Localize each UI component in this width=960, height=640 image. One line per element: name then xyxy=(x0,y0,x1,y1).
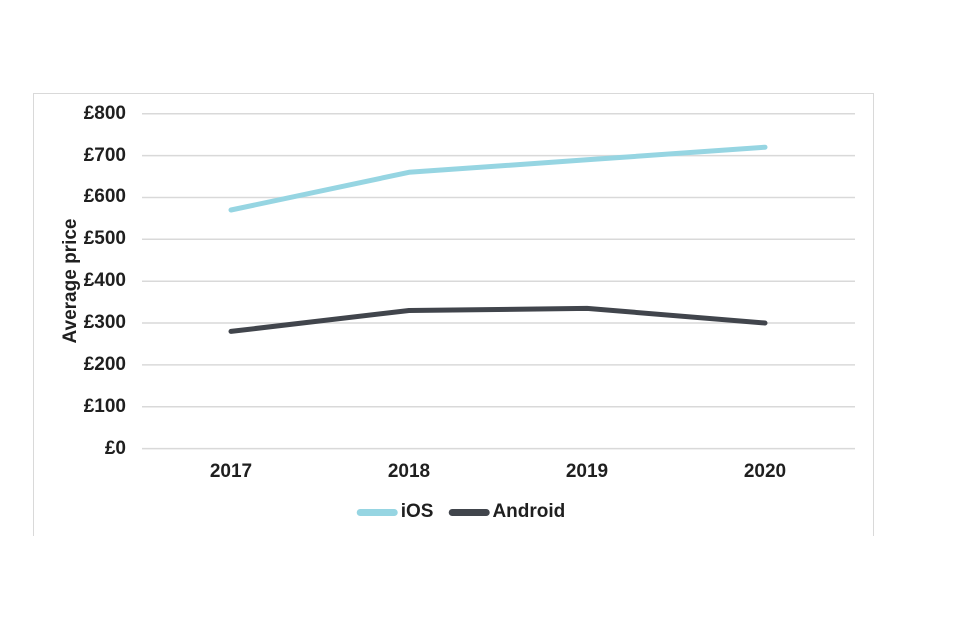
y-tick-label: £600 xyxy=(83,186,126,208)
series-line-android xyxy=(228,305,768,334)
y-tick-label: £100 xyxy=(83,395,126,417)
chart-frame xyxy=(33,93,874,536)
x-tick-label: 2017 xyxy=(209,461,253,482)
y-tick-label: £700 xyxy=(83,144,126,166)
gridlines xyxy=(142,112,855,450)
y-tick-label: £400 xyxy=(83,270,126,292)
android-line-swatch xyxy=(448,508,490,516)
series-lines xyxy=(228,144,768,334)
x-tick-label: 2018 xyxy=(387,461,431,482)
y-tick-label: £800 xyxy=(83,102,126,124)
legend-label: Android xyxy=(492,501,566,522)
chart-legend: iOS Android xyxy=(356,501,565,523)
y-tick-label: £500 xyxy=(83,228,126,250)
x-tick-label: 2020 xyxy=(743,461,787,482)
legend-item-ios: iOS xyxy=(356,501,434,523)
y-tick-label: £200 xyxy=(83,353,126,375)
y-tick-label: £300 xyxy=(83,312,126,334)
legend-label: iOS xyxy=(400,501,434,522)
y-axis-title: Average price xyxy=(60,218,81,344)
ios-line-swatch xyxy=(356,508,398,516)
series-line-ios xyxy=(228,144,768,213)
legend-item-android: Android xyxy=(448,501,565,523)
x-tick-label: 2019 xyxy=(565,461,609,482)
y-tick-label: £0 xyxy=(104,437,126,459)
